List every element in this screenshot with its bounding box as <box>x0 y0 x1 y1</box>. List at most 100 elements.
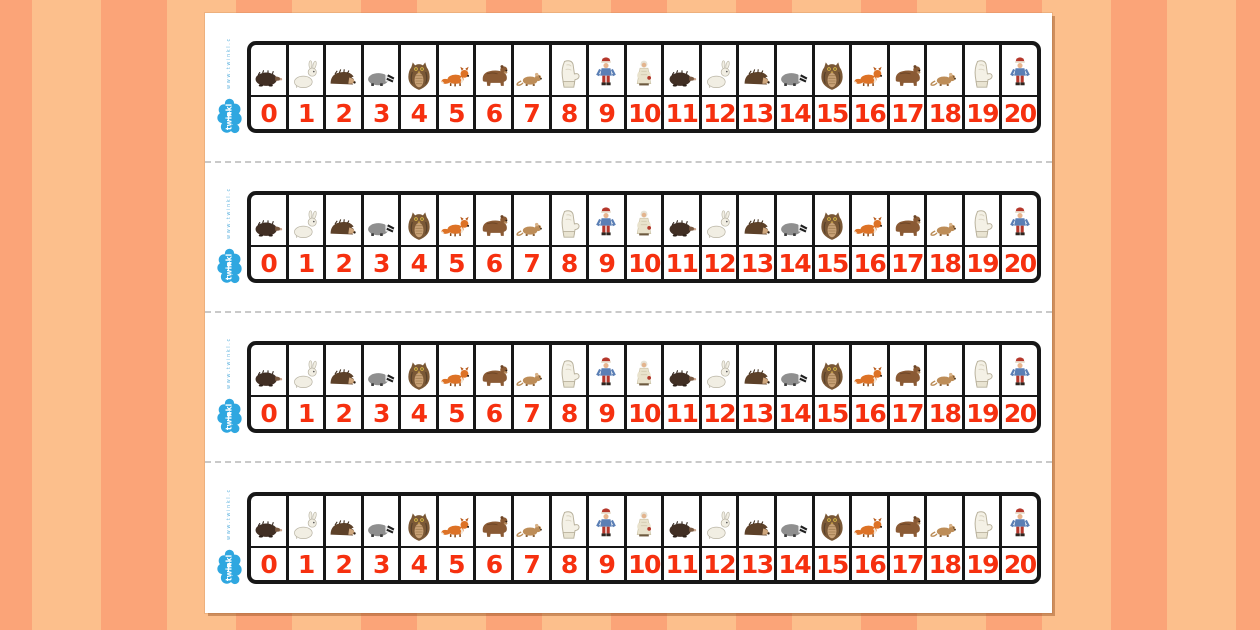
badger-icon <box>777 195 812 245</box>
cell-number: 8 <box>551 245 587 279</box>
track-cell: 14 <box>777 195 812 279</box>
track-cell: 8 <box>551 195 587 279</box>
track-cell: 1 <box>288 496 324 580</box>
track-cell: 5 <box>438 496 474 580</box>
cell-number: 1 <box>288 395 324 429</box>
track-cell: 16 <box>852 45 887 129</box>
cell-number: 3 <box>363 95 399 129</box>
track-cell: 14 <box>777 345 812 429</box>
track-cell: 3 <box>363 45 399 129</box>
track-cell: 0 <box>251 45 286 129</box>
cell-number: 5 <box>438 546 474 580</box>
track-cell: 19 <box>964 195 1000 279</box>
bear-icon <box>476 45 511 95</box>
grandmother-icon <box>627 345 662 395</box>
mouse-icon <box>514 345 549 395</box>
cell-number: 10 <box>626 95 661 129</box>
cell-number: 7 <box>514 245 549 279</box>
mouse-icon <box>927 195 962 245</box>
cell-number: 12 <box>701 395 737 429</box>
cell-number: 1 <box>288 95 324 129</box>
track-cell: 20 <box>1002 345 1037 429</box>
hedgehog-icon <box>739 195 774 245</box>
owl-icon <box>815 195 850 245</box>
mitten-icon <box>552 496 587 546</box>
track-cell: 7 <box>514 345 549 429</box>
owl-icon <box>401 195 436 245</box>
bear-icon <box>890 345 925 395</box>
hedgehog-icon <box>326 345 361 395</box>
hare-icon <box>289 496 324 546</box>
fox-icon <box>439 45 474 95</box>
cell-number: 20 <box>1002 95 1037 129</box>
cell-number: 8 <box>551 395 587 429</box>
cell-number: 15 <box>814 95 849 129</box>
track-cell: 11 <box>664 496 699 580</box>
track-cell: 4 <box>401 45 436 129</box>
cell-number: 11 <box>664 546 699 580</box>
owl-icon <box>815 496 850 546</box>
track-cell: 14 <box>777 496 812 580</box>
cell-number: 8 <box>551 546 587 580</box>
hedgehog-icon <box>739 345 774 395</box>
fox-icon <box>852 496 887 546</box>
track-cell: 4 <box>401 496 436 580</box>
cell-number: 14 <box>777 245 812 279</box>
cell-number: 6 <box>476 245 511 279</box>
track-cell: 1 <box>288 345 324 429</box>
badger-icon <box>777 496 812 546</box>
cell-number: 15 <box>814 546 849 580</box>
number-track: 0 1 2 3 4 5 6 7 8 9 10 1 <box>247 492 1041 584</box>
owl-icon <box>401 45 436 95</box>
fox-icon <box>852 195 887 245</box>
mole-icon <box>251 45 286 95</box>
track-cell: 15 <box>814 45 850 129</box>
hare-icon <box>289 45 324 95</box>
bear-icon <box>476 345 511 395</box>
badger-icon <box>364 45 399 95</box>
bear-icon <box>476 195 511 245</box>
track-cell: 14 <box>777 45 812 129</box>
cell-number: 0 <box>251 245 286 279</box>
track-cell: 6 <box>476 496 511 580</box>
mole-icon <box>251 345 286 395</box>
cell-number: 1 <box>288 245 324 279</box>
cell-number: 11 <box>664 95 699 129</box>
cell-number: 16 <box>852 395 887 429</box>
cell-number: 19 <box>964 546 1000 580</box>
fox-icon <box>439 496 474 546</box>
cell-number: 19 <box>964 245 1000 279</box>
badger-icon <box>364 496 399 546</box>
badger-icon <box>364 195 399 245</box>
cell-number: 18 <box>927 245 962 279</box>
track-cell: 19 <box>964 45 1000 129</box>
cell-number: 18 <box>927 395 962 429</box>
fox-icon <box>852 345 887 395</box>
hedgehog-icon <box>739 45 774 95</box>
cell-number: 19 <box>964 395 1000 429</box>
twinkl-logo-text: twinkl <box>224 555 233 581</box>
owl-icon <box>815 45 850 95</box>
hare-icon <box>702 195 737 245</box>
track-cell: 1 <box>288 195 324 279</box>
track-cell: 12 <box>701 195 737 279</box>
track-cell: 3 <box>363 345 399 429</box>
twinkl-logo-icon: twinkl <box>216 397 243 435</box>
mouse-icon <box>927 496 962 546</box>
cell-number: 14 <box>777 546 812 580</box>
track-cell: 3 <box>363 496 399 580</box>
mouse-icon <box>514 195 549 245</box>
mole-icon <box>664 195 699 245</box>
track-cell: 8 <box>551 45 587 129</box>
track-cell: 17 <box>889 45 924 129</box>
cell-number: 17 <box>889 546 924 580</box>
cell-number: 15 <box>814 245 849 279</box>
cell-number: 3 <box>363 546 399 580</box>
twinkl-branding: www.twinkl.co.uk twinkl <box>211 339 247 435</box>
twinkl-logo-text: twinkl <box>224 104 233 130</box>
cell-number: 0 <box>251 95 286 129</box>
mole-icon <box>251 195 286 245</box>
hare-icon <box>289 195 324 245</box>
track-cell: 11 <box>664 345 699 429</box>
track-cell: 16 <box>852 195 887 279</box>
